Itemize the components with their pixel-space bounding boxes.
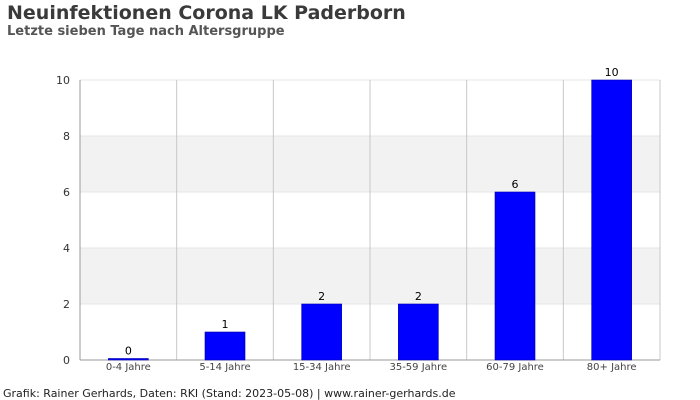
bar bbox=[398, 303, 439, 361]
y-tick-label: 0 bbox=[63, 354, 70, 367]
data-label: 10 bbox=[605, 66, 619, 79]
bar bbox=[494, 191, 536, 361]
data-label: 6 bbox=[512, 178, 519, 191]
x-tick-label: 5-14 Jahre bbox=[199, 362, 250, 373]
data-label: 0 bbox=[125, 345, 132, 358]
y-tick-label: 2 bbox=[63, 298, 70, 311]
y-tick-label: 6 bbox=[63, 186, 70, 199]
y-tick-label: 8 bbox=[63, 130, 70, 143]
y-tick-label: 4 bbox=[63, 242, 70, 255]
x-tick-label: 15-34 Jahre bbox=[293, 362, 351, 373]
x-tick-label: 60-79 Jahre bbox=[486, 362, 544, 373]
y-tick-label: 10 bbox=[56, 74, 70, 87]
bar bbox=[591, 79, 632, 361]
chart-footer: Grafik: Rainer Gerhards, Daten: RKI (Sta… bbox=[3, 387, 456, 400]
x-tick-label: 35-59 Jahre bbox=[389, 362, 447, 373]
x-tick-label: 0-4 Jahre bbox=[106, 362, 151, 373]
bar bbox=[204, 331, 246, 361]
data-label: 2 bbox=[415, 290, 422, 303]
bar bbox=[301, 303, 342, 361]
x-tick-label: 80+ Jahre bbox=[587, 362, 637, 373]
data-label: 2 bbox=[318, 290, 325, 303]
bar bbox=[108, 358, 149, 361]
chart-title: Neuinfektionen Corona LK Paderborn bbox=[7, 2, 406, 24]
chart-subtitle: Letzte sieben Tage nach Altersgruppe bbox=[7, 24, 285, 39]
data-label: 1 bbox=[222, 318, 229, 331]
